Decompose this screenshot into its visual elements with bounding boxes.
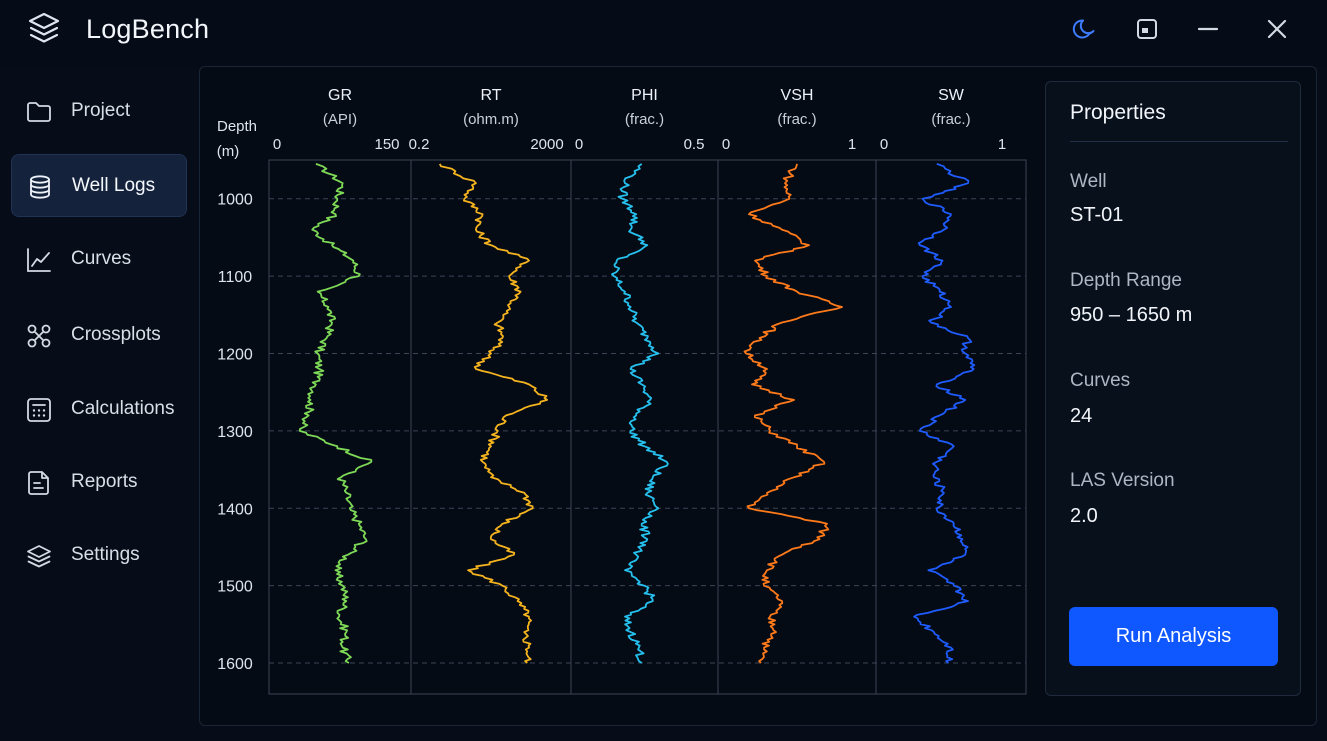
track-min-label: 0 bbox=[880, 136, 888, 153]
app-title: LogBench bbox=[86, 14, 210, 44]
track-max-label: 150 bbox=[374, 136, 399, 153]
sidebar-item-label: Reports bbox=[71, 471, 138, 492]
minimize-button[interactable] bbox=[1191, 12, 1225, 46]
depth-tick-label: 1600 bbox=[217, 656, 253, 673]
curve-sw bbox=[913, 163, 976, 664]
depth-range-value: 950 – 1650 m bbox=[1070, 304, 1193, 326]
sidebar-item-calculations[interactable]: Calculations bbox=[11, 378, 187, 441]
track-min-label: 0 bbox=[575, 136, 583, 153]
sidebar-item-label: Settings bbox=[71, 544, 140, 565]
track-unit: (frac.) bbox=[625, 111, 664, 128]
panel-toggle-button[interactable] bbox=[1130, 12, 1164, 46]
crossplot-icon bbox=[27, 324, 51, 348]
run-analysis-button[interactable]: Run Analysis bbox=[1069, 607, 1278, 666]
sidebar-item-crossplots[interactable]: Crossplots bbox=[11, 304, 187, 367]
depth-tick-label: 1200 bbox=[217, 346, 253, 363]
sidebar-item-curves[interactable]: Curves bbox=[11, 228, 187, 291]
properties-panel: Properties Well ST-01 Depth Range 950 – … bbox=[1045, 81, 1301, 696]
track-min-label: 0 bbox=[722, 136, 730, 153]
curves-label: Curves bbox=[1070, 370, 1131, 391]
theme-toggle-button[interactable] bbox=[1068, 12, 1102, 46]
las-version-label: LAS Version bbox=[1070, 470, 1175, 491]
moon-icon bbox=[1072, 19, 1095, 39]
depth-tick-label: 1400 bbox=[217, 501, 253, 518]
track-max-label: 1 bbox=[998, 136, 1006, 153]
track-name: VSH bbox=[781, 87, 814, 104]
plot-frame bbox=[268, 159, 1027, 695]
sidebar-item-reports[interactable]: Reports bbox=[11, 451, 187, 514]
track-max-label: 1 bbox=[848, 136, 856, 153]
depth-axis-label: Depth bbox=[217, 118, 257, 135]
layers-icon bbox=[27, 545, 51, 568]
track-max-label: 0.5 bbox=[684, 136, 705, 153]
line-chart-icon bbox=[27, 248, 51, 272]
sidebar-item-settings[interactable]: Settings bbox=[11, 524, 187, 587]
report-icon bbox=[28, 471, 49, 495]
curve-vsh bbox=[743, 163, 843, 664]
track-unit: (ohm.m) bbox=[463, 111, 519, 128]
track-name: PHI bbox=[631, 87, 658, 104]
las-version-value: 2.0 bbox=[1070, 505, 1098, 527]
sidebar-item-label: Curves bbox=[71, 248, 132, 269]
minimize-icon bbox=[1197, 27, 1219, 31]
title-bar: LogBench bbox=[0, 0, 1327, 66]
depth-tick-label: 1000 bbox=[217, 192, 253, 209]
properties-divider bbox=[1070, 141, 1288, 142]
well-log-chart: 1000110012001300140015001600Depth(m)GR(A… bbox=[217, 87, 1027, 695]
track-name: GR bbox=[328, 87, 352, 104]
depth-axis-unit: (m) bbox=[217, 143, 240, 160]
database-icon bbox=[30, 175, 50, 199]
track-max-label: 2000 bbox=[530, 136, 563, 153]
sidebar-item-label: Well Logs bbox=[72, 175, 156, 196]
sidebar-item-well-logs[interactable]: Well Logs bbox=[11, 154, 187, 217]
track-unit: (frac.) bbox=[931, 111, 970, 128]
properties-title: Properties bbox=[1070, 101, 1166, 124]
well-value: ST-01 bbox=[1070, 204, 1124, 226]
curve-phi bbox=[611, 163, 669, 664]
sidebar-item-project[interactable]: Project bbox=[11, 80, 187, 143]
track-name: SW bbox=[938, 87, 965, 104]
close-icon bbox=[1267, 19, 1287, 39]
window-panel-icon bbox=[1137, 19, 1157, 39]
curve-rt bbox=[438, 163, 548, 664]
sidebar-item-label: Crossplots bbox=[71, 324, 161, 345]
sidebar: Project Well Logs Curves Crossplots bbox=[0, 66, 198, 741]
curve-gr bbox=[298, 163, 373, 664]
depth-tick-label: 1300 bbox=[217, 424, 253, 441]
depth-tick-label: 1500 bbox=[217, 579, 253, 596]
well-label: Well bbox=[1070, 171, 1107, 192]
stack-logo-icon bbox=[28, 12, 60, 43]
track-name: RT bbox=[480, 87, 501, 104]
track-unit: (frac.) bbox=[777, 111, 816, 128]
sidebar-item-label: Project bbox=[71, 100, 131, 121]
track-min-label: 0.2 bbox=[409, 136, 430, 153]
close-button[interactable] bbox=[1260, 12, 1294, 46]
folder-icon bbox=[27, 102, 51, 122]
depth-range-label: Depth Range bbox=[1070, 270, 1182, 291]
calculator-icon bbox=[27, 398, 51, 422]
curves-value: 24 bbox=[1070, 405, 1093, 427]
depth-tick-label: 1100 bbox=[218, 269, 253, 286]
track-min-label: 0 bbox=[273, 136, 281, 153]
track-unit: (API) bbox=[323, 111, 357, 128]
sidebar-item-label: Calculations bbox=[71, 398, 175, 419]
